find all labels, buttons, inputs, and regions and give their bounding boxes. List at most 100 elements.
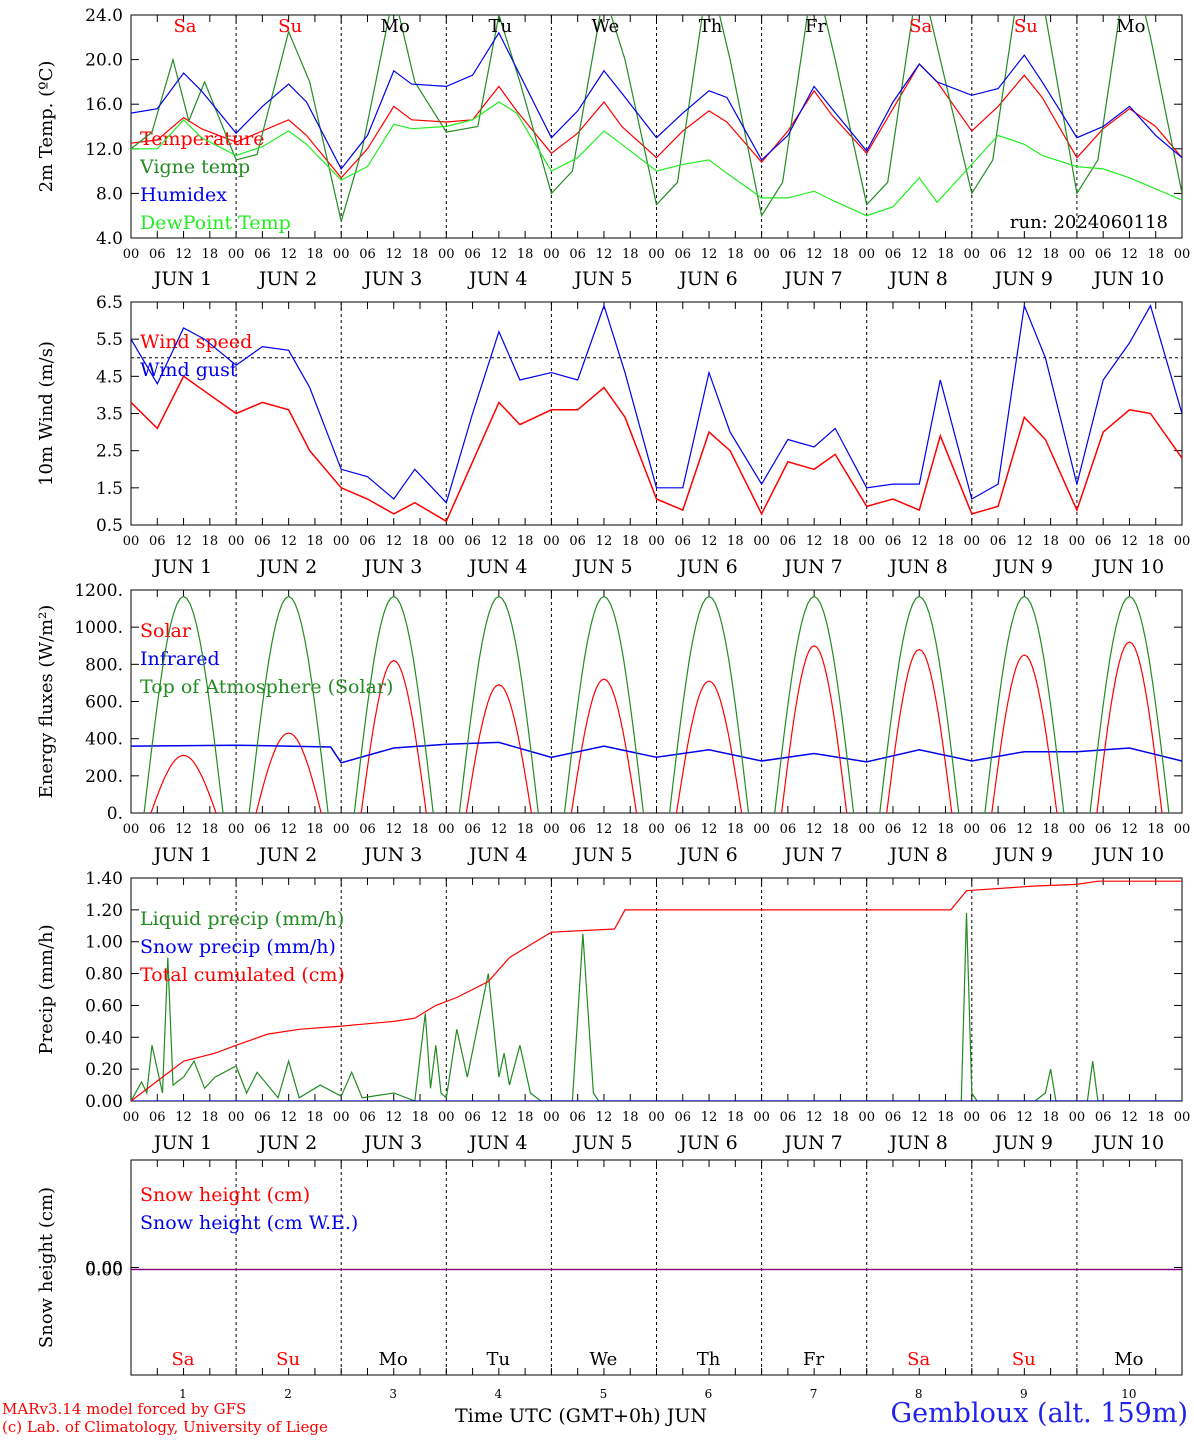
hour-tick-label: 00 (543, 1110, 560, 1125)
hour-tick-label: 18 (727, 247, 744, 262)
hour-tick-label: 18 (622, 247, 639, 262)
hour-tick-label: 18 (937, 1110, 954, 1125)
date-label: JUN 10 (1092, 844, 1164, 866)
hour-tick-label: 00 (123, 247, 140, 262)
hour-tick-label: 12 (280, 1110, 297, 1125)
hour-tick-label: 00 (543, 822, 560, 837)
day-number: 9 (1020, 1387, 1028, 1401)
hour-tick-label: 00 (333, 534, 350, 549)
hour-tick-label: 00 (1069, 1110, 1086, 1125)
hour-tick-label: 00 (648, 822, 665, 837)
hour-tick-label: 06 (254, 534, 271, 549)
y-tick-label: 8.0 (96, 184, 123, 204)
date-label: JUN 10 (1092, 1132, 1164, 1154)
date-label: JUN 7 (782, 268, 842, 290)
hour-tick-label: 18 (517, 1110, 534, 1125)
hour-tick-label: 06 (149, 534, 166, 549)
hour-tick-label: 12 (1121, 534, 1138, 549)
series-line-top-of-atmosphere-solar- (143, 595, 1170, 813)
hour-tick-label: 18 (517, 247, 534, 262)
hour-tick-label: 00 (964, 1110, 981, 1125)
date-label: JUN 3 (362, 1132, 422, 1154)
hour-tick-label: 12 (701, 247, 718, 262)
time-axis-label: Time UTC (GMT+0h) JUN (455, 1405, 707, 1427)
day-number: 10 (1121, 1387, 1136, 1401)
hour-tick-label: 18 (832, 247, 849, 262)
day-number: 5 (600, 1387, 608, 1401)
hour-tick-label: 12 (701, 1110, 718, 1125)
hour-tick-label: 00 (1069, 534, 1086, 549)
hour-tick-label: 06 (149, 1110, 166, 1125)
hour-tick-label: 18 (937, 247, 954, 262)
hour-tick-label: 06 (990, 247, 1007, 262)
legend-entry: Solar (140, 620, 192, 642)
panel-frame (130, 589, 1183, 814)
day-name: Mo (1114, 1349, 1143, 1370)
y-tick-label: 0.00 (85, 1259, 123, 1279)
hour-tick-label: 00 (543, 247, 560, 262)
day-name: Su (276, 1349, 300, 1370)
hour-tick-label: 12 (701, 822, 718, 837)
model-credit: MARv3.14 model forced by GFS (2, 1400, 247, 1418)
hour-tick-label: 18 (412, 534, 429, 549)
run-label: run: 2024060118 (1010, 212, 1168, 233)
y-axis-label: Energy fluxes (W/m²) (36, 605, 57, 799)
date-label: JUN 4 (467, 268, 527, 290)
hour-tick-label: 18 (727, 822, 744, 837)
hour-tick-label: 06 (990, 1110, 1007, 1125)
day-number: 6 (705, 1387, 713, 1401)
hour-tick-label: 00 (333, 822, 350, 837)
series-line-dewpoint-temp (131, 101, 1182, 217)
hour-tick-label: 18 (1042, 822, 1059, 837)
date-label: JUN 8 (888, 1132, 948, 1154)
hour-tick-label: 00 (438, 822, 455, 837)
day-name: Sa (171, 1349, 194, 1370)
hour-tick-label: 12 (596, 534, 613, 549)
day-name: Fr (803, 1349, 824, 1370)
day-name: Fr (805, 16, 826, 37)
y-axis-label: 10m Wind (m/s) (36, 341, 57, 486)
hour-tick-label: 06 (1095, 1110, 1112, 1125)
hour-tick-label: 00 (753, 1110, 770, 1125)
hour-tick-label: 12 (701, 534, 718, 549)
hour-tick-label: 06 (464, 822, 481, 837)
hour-tick-label: 12 (175, 247, 192, 262)
hour-tick-label: 12 (911, 1110, 928, 1125)
hour-tick-label: 06 (780, 822, 797, 837)
hour-tick-label: 06 (675, 822, 692, 837)
hour-tick-label: 18 (832, 534, 849, 549)
hour-tick-label: 18 (517, 822, 534, 837)
date-label: JUN 9 (993, 1132, 1053, 1154)
hour-tick-label: 12 (1016, 822, 1033, 837)
y-tick-label: 0.60 (85, 996, 123, 1016)
hour-tick-label: 00 (228, 247, 245, 262)
panel-frame (130, 301, 1183, 526)
hour-tick-label: 18 (202, 1110, 219, 1125)
day-number: 1 (179, 1387, 187, 1401)
series-line-temperature (131, 63, 1182, 179)
hour-tick-label: 06 (990, 534, 1007, 549)
date-label: JUN 3 (362, 844, 422, 866)
y-tick-label: 0.00 (85, 1261, 123, 1281)
date-label: JUN 10 (1092, 556, 1164, 578)
station-label: Gembloux (alt. 159m) (890, 1398, 1188, 1429)
hour-tick-label: 12 (385, 1110, 402, 1125)
day-name: Tu (488, 16, 512, 37)
hour-tick-label: 00 (438, 1110, 455, 1125)
hour-tick-label: 00 (228, 822, 245, 837)
day-name: Su (1012, 1349, 1036, 1370)
hour-tick-label: 18 (832, 822, 849, 837)
hour-tick-label: 00 (228, 1110, 245, 1125)
day-name: Mo (1116, 16, 1145, 37)
date-label: JUN 6 (677, 268, 737, 290)
hour-tick-label: 06 (359, 1110, 376, 1125)
hour-tick-label: 06 (149, 247, 166, 262)
hour-tick-label: 00 (964, 534, 981, 549)
hour-tick-label: 12 (806, 247, 823, 262)
hour-tick-label: 06 (569, 1110, 586, 1125)
hour-tick-label: 12 (596, 247, 613, 262)
y-tick-label: 2.5 (96, 442, 123, 462)
hour-tick-label: 06 (569, 822, 586, 837)
date-label: JUN 5 (572, 1132, 632, 1154)
series-line-infrared (131, 741, 1182, 764)
